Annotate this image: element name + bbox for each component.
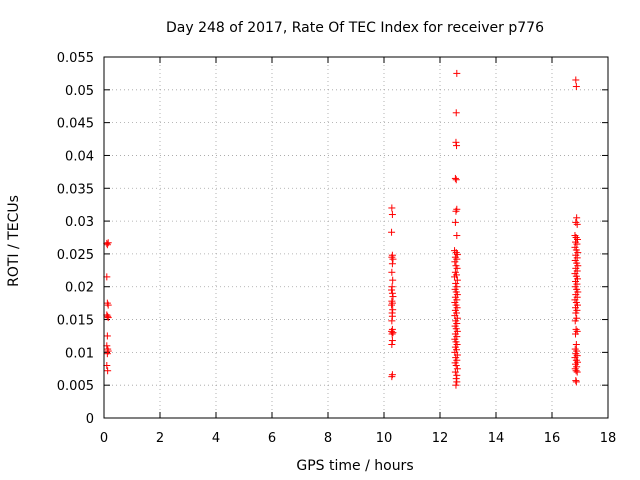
data-point [573,220,581,228]
data-point [388,268,396,276]
data-point [573,214,581,222]
data-point [388,211,396,219]
axis-ticks [103,56,609,419]
data-point [572,330,580,338]
data-point [452,109,460,117]
y-axis-title: ROTI / TECUs [6,195,22,287]
data-point [572,367,580,375]
data-point [388,283,396,291]
data-point [388,337,396,345]
data-point [103,350,111,358]
data-point [572,378,580,386]
x-axis-title: GPS time / hours [296,458,413,474]
data-point [451,258,459,266]
data-point [104,301,112,309]
data-point [453,232,461,240]
data-point [572,377,580,385]
grid-lines [104,57,608,418]
data-point [452,176,460,184]
x-tick-label: 0 [100,431,108,446]
y-tick-label: 0.005 [57,379,94,394]
x-tick-label: 6 [268,431,276,446]
x-tick-label: 2 [156,431,164,446]
data-point [388,260,396,268]
data-point [572,340,580,348]
data-point [453,371,461,379]
data-point [389,293,397,301]
data-point [388,301,396,309]
x-tick-label: 10 [376,431,393,446]
y-tick-label: 0.01 [65,346,94,361]
data-point [388,312,396,320]
data-point [453,378,461,386]
data-point [453,69,461,77]
y-tick-label: 0.04 [65,149,94,164]
data-point [452,361,460,369]
data-point [388,340,396,348]
y-tick-label: 0.025 [57,248,94,263]
data-point [572,83,580,91]
data-points [103,69,582,389]
data-point [572,76,580,84]
data-point [104,314,112,322]
data-point [453,276,461,284]
x-tick-label: 16 [544,431,561,446]
data-point [453,264,461,272]
x-tick-label: 14 [488,431,505,446]
data-point [388,228,396,236]
y-tick-label: 0 [86,412,94,427]
data-point [388,317,396,325]
data-point [452,207,460,215]
data-point [572,309,580,317]
y-tick-label: 0.02 [65,281,94,296]
x-tick-label: 4 [212,431,220,446]
data-point [103,332,111,340]
data-point [389,306,397,314]
data-point [104,367,112,375]
data-point [453,142,461,150]
x-tick-labels: 0 2 4 6 8 10 12 14 16 18 [100,431,616,446]
data-point [388,286,396,294]
data-point [452,279,460,287]
data-point [388,330,396,338]
data-point [452,381,460,389]
y-tick-label: 0.045 [57,117,94,132]
chart-title: Day 248 of 2017, Rate Of TEC Index for r… [166,20,544,36]
data-point [389,276,397,284]
data-point [388,204,396,212]
data-point [389,255,397,263]
y-tick-label: 0.055 [57,51,94,66]
data-point [451,218,459,226]
data-point [573,368,581,376]
data-point [452,138,460,146]
y-tick-labels: 0 0.005 0.01 0.015 0.02 0.025 0.03 0.035 0.04 0.0… [57,51,94,427]
plot-frame [103,56,609,419]
y-tick-label: 0.035 [57,182,94,197]
x-tick-label: 8 [324,431,332,446]
data-point [571,317,579,325]
data-point [452,375,460,383]
x-tick-label: 12 [432,431,449,446]
data-point [451,368,459,376]
data-point [388,289,396,297]
data-point [389,329,397,337]
data-point [451,174,459,182]
y-tick-label: 0.015 [57,314,94,329]
y-tick-label: 0.03 [65,215,94,230]
x-tick-label: 18 [600,431,617,446]
data-point [388,373,396,381]
data-point [104,239,112,247]
data-point [104,312,112,320]
y-tick-label: 0.05 [65,84,94,99]
